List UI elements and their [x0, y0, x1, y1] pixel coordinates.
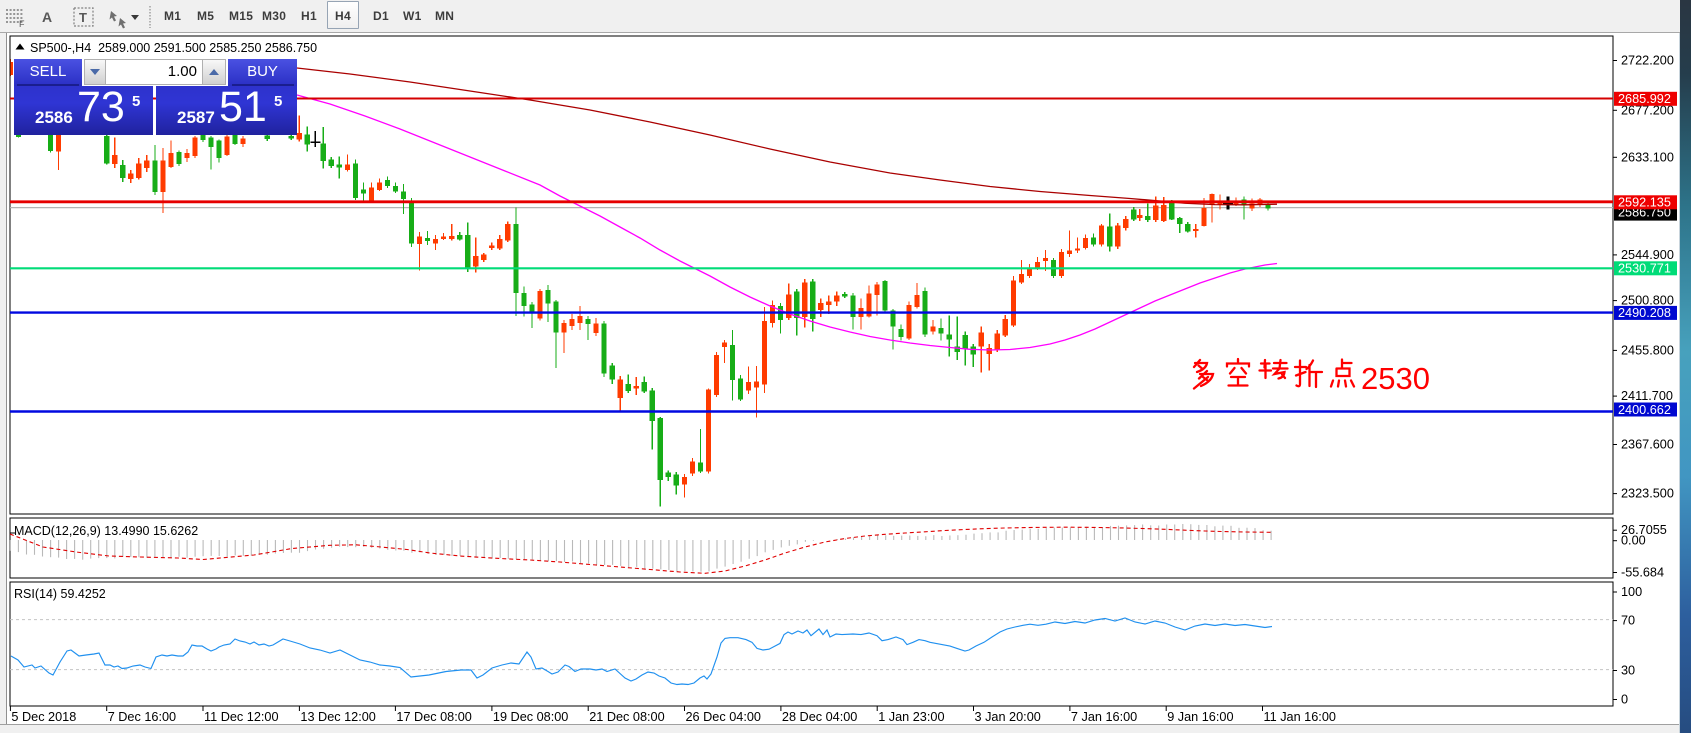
- svg-text:17 Dec 08:00: 17 Dec 08:00: [396, 710, 471, 724]
- svg-text:70: 70: [1621, 614, 1635, 628]
- svg-text:2530: 2530: [1361, 361, 1430, 396]
- svg-text:2411.700: 2411.700: [1621, 389, 1673, 403]
- svg-text:2677.200: 2677.200: [1621, 103, 1674, 117]
- svg-text:2490.208: 2490.208: [1618, 306, 1671, 320]
- svg-text:11 Dec 12:00: 11 Dec 12:00: [204, 710, 279, 724]
- svg-text:19 Dec 08:00: 19 Dec 08:00: [493, 710, 568, 724]
- svg-text:2633.100: 2633.100: [1621, 150, 1674, 164]
- svg-text:2455.800: 2455.800: [1621, 343, 1674, 357]
- svg-text:0: 0: [1621, 693, 1628, 707]
- svg-text:T: T: [79, 10, 87, 25]
- svg-text:F: F: [19, 19, 25, 29]
- svg-text:3 Jan 20:00: 3 Jan 20:00: [975, 710, 1041, 724]
- svg-text:2400.662: 2400.662: [1618, 403, 1671, 417]
- svg-text:28 Dec 04:00: 28 Dec 04:00: [782, 710, 857, 724]
- svg-text:RSI(14) 59.4252: RSI(14) 59.4252: [14, 587, 106, 601]
- svg-text:30: 30: [1621, 664, 1635, 678]
- svg-text:21 Dec 08:00: 21 Dec 08:00: [589, 710, 664, 724]
- svg-text:2323.500: 2323.500: [1621, 487, 1674, 501]
- svg-text:SP500-,H4 2589.000 2591.500 2: SP500-,H4 2589.000 2591.500 2585.250 258…: [30, 41, 317, 55]
- svg-text:26 Dec 04:00: 26 Dec 04:00: [686, 710, 761, 724]
- svg-text:2530.771: 2530.771: [1618, 262, 1671, 276]
- svg-text:2722.200: 2722.200: [1621, 54, 1674, 68]
- svg-text:2544.900: 2544.900: [1621, 248, 1674, 262]
- svg-text:MACD(12,26,9) 13.4990 15.6262: MACD(12,26,9) 13.4990 15.6262: [14, 524, 198, 538]
- svg-text:7 Jan 16:00: 7 Jan 16:00: [1071, 710, 1137, 724]
- svg-text:7 Dec 16:00: 7 Dec 16:00: [108, 710, 176, 724]
- svg-text:2500.800: 2500.800: [1621, 294, 1674, 308]
- svg-text:2592.135: 2592.135: [1618, 196, 1671, 210]
- svg-text:100: 100: [1621, 585, 1642, 599]
- svg-text:A: A: [42, 9, 52, 25]
- svg-text:2685.992: 2685.992: [1618, 92, 1671, 106]
- svg-text:1 Jan 23:00: 1 Jan 23:00: [878, 710, 944, 724]
- svg-text:0.00: 0.00: [1621, 534, 1646, 548]
- svg-text:-55.684: -55.684: [1621, 566, 1664, 580]
- svg-text:13 Dec 12:00: 13 Dec 12:00: [300, 710, 375, 724]
- svg-text:5 Dec 2018: 5 Dec 2018: [11, 710, 76, 724]
- svg-text:9 Jan 16:00: 9 Jan 16:00: [1167, 710, 1233, 724]
- svg-text:2367.600: 2367.600: [1621, 438, 1674, 452]
- svg-text:11 Jan 16:00: 11 Jan 16:00: [1264, 710, 1336, 724]
- svg-text:26.7055: 26.7055: [1621, 523, 1667, 537]
